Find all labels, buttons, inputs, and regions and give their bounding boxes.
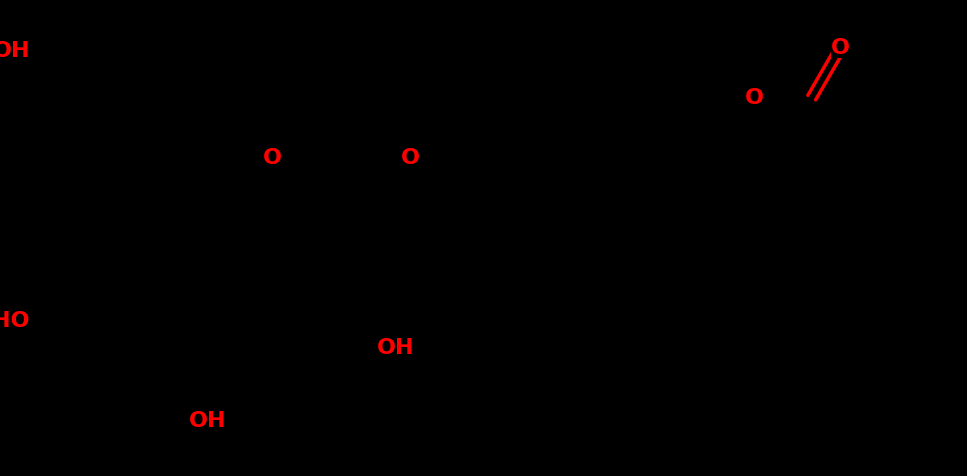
- Text: OH: OH: [190, 411, 226, 431]
- Text: O: O: [262, 148, 281, 168]
- Text: O: O: [400, 148, 420, 168]
- Text: OH: OH: [0, 41, 30, 61]
- Text: O: O: [746, 88, 764, 108]
- Text: O: O: [831, 38, 850, 58]
- Text: HO: HO: [0, 311, 30, 331]
- Text: OH: OH: [377, 338, 415, 358]
